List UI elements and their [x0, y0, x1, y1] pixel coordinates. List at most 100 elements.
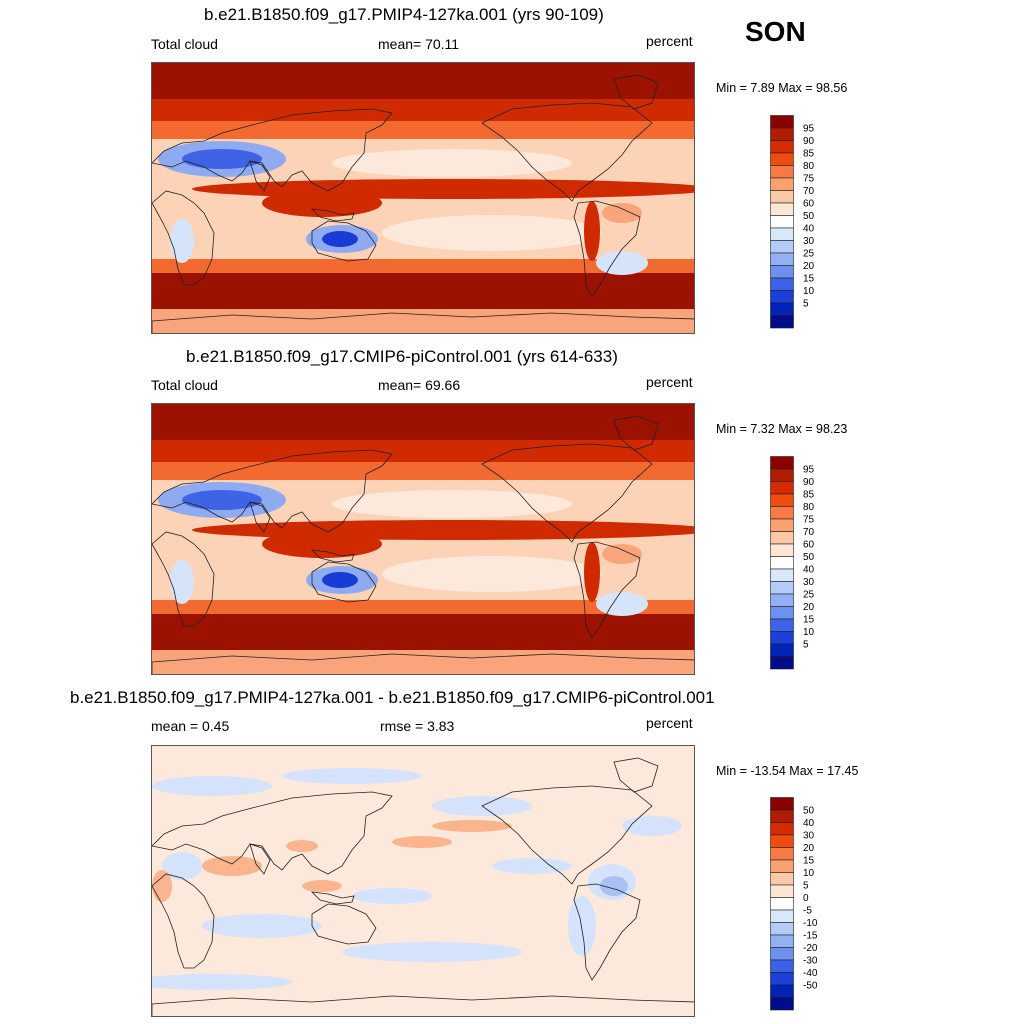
colorbar-swatch — [770, 959, 794, 973]
colorbar-swatch — [770, 984, 794, 998]
panel1-minmax: Min = 7.89 Max = 98.56 — [716, 81, 848, 95]
panel1-left-label: Total cloud — [151, 36, 218, 52]
colorbar-swatch — [770, 934, 794, 948]
colorbar-swatch — [770, 277, 794, 291]
colorbar-tick-label: 50 — [803, 211, 815, 222]
colorbar-tick-label: 90 — [803, 477, 815, 488]
colorbar-swatch — [770, 165, 794, 179]
colorbar-swatch — [770, 593, 794, 607]
panel3-left-label: mean = 0.45 — [151, 718, 230, 734]
colorbar-tick-label: 80 — [803, 502, 815, 513]
colorbar-tick-label: 20 — [803, 261, 815, 272]
panel1-map — [151, 62, 695, 334]
colorbar-tick-label: 75 — [803, 515, 815, 526]
colorbar-tick-label: 30 — [803, 577, 815, 588]
colorbar-swatch — [770, 847, 794, 861]
colorbar-swatch — [770, 468, 794, 482]
colorbar-tick-label: 40 — [803, 565, 815, 576]
colorbar-tick-label: 10 — [803, 627, 815, 638]
panel2-units: percent — [646, 374, 693, 390]
panel3-title: b.e21.B1850.f09_g17.PMIP4-127ka.001 - b.… — [70, 688, 715, 707]
colorbar-tick-label: 10 — [803, 868, 815, 879]
colorbar-swatch — [770, 872, 794, 886]
panel3-map — [151, 745, 695, 1017]
colorbar-swatch — [770, 227, 794, 241]
colorbar-swatch — [770, 997, 794, 1011]
colorbar-swatch — [770, 822, 794, 836]
colorbar-swatch — [770, 252, 794, 266]
colorbar-swatch — [770, 493, 794, 507]
colorbar-swatch — [770, 834, 794, 848]
colorbar-swatch — [770, 972, 794, 986]
colorbar-tick-label: 20 — [803, 843, 815, 854]
colorbar-tick-label: 15 — [803, 274, 815, 285]
colorbar-tick-label: 75 — [803, 174, 815, 185]
colorbar-swatch — [770, 240, 794, 254]
colorbar-tick-label: 85 — [803, 490, 815, 501]
colorbar-tick-label: 5 — [803, 881, 809, 892]
colorbar-swatch — [770, 656, 794, 670]
colorbar-swatch — [770, 643, 794, 657]
colorbar-swatch — [770, 177, 794, 191]
colorbar-swatch — [770, 797, 794, 811]
colorbar-swatch — [770, 581, 794, 595]
colorbar-tick-label: 80 — [803, 161, 815, 172]
colorbar-swatch — [770, 531, 794, 545]
colorbar-swatch — [770, 302, 794, 316]
panel3-minmax: Min = -13.54 Max = 17.45 — [716, 764, 859, 778]
colorbar-swatch — [770, 606, 794, 620]
colorbar-tick-label: 25 — [803, 249, 815, 260]
panel2-minmax: Min = 7.32 Max = 98.23 — [716, 422, 848, 436]
colorbar-tick-label: 10 — [803, 286, 815, 297]
colorbar-tick-label: -50 — [803, 981, 818, 992]
colorbar-tick-label: 40 — [803, 224, 815, 235]
season-label: SON — [745, 16, 806, 47]
colorbar-swatch — [770, 922, 794, 936]
colorbar-tick-label: -30 — [803, 956, 818, 967]
colorbar-swatch — [770, 909, 794, 923]
colorbar-tick-label: 40 — [803, 818, 815, 829]
panel2-colorbar: 95 90 85 80 75 70 60 50 40 30 25 20 15 10 5 — [770, 456, 850, 671]
colorbar-swatch — [770, 456, 794, 470]
colorbar-swatch — [770, 481, 794, 495]
colorbar-tick-label: 70 — [803, 186, 815, 197]
colorbar-swatch — [770, 215, 794, 229]
colorbar-tick-label: -40 — [803, 968, 818, 979]
colorbar-tick-label: 60 — [803, 540, 815, 551]
colorbar-tick-label: 25 — [803, 590, 815, 601]
colorbar-swatch — [770, 884, 794, 898]
colorbar-tick-label: -15 — [803, 931, 818, 942]
colorbar-tick-label: 90 — [803, 136, 815, 147]
panel2-map — [151, 403, 695, 675]
colorbar-tick-label: 95 — [803, 465, 815, 476]
panel3-center-label: rmse = 3.83 — [380, 718, 455, 734]
panel1-units: percent — [646, 33, 693, 49]
colorbar-swatch — [770, 568, 794, 582]
colorbar-tick-label: 0 — [803, 893, 809, 904]
colorbar-swatch — [770, 556, 794, 570]
colorbar-tick-label: 5 — [803, 640, 809, 651]
colorbar-tick-label: 95 — [803, 124, 815, 135]
colorbar-tick-label: 85 — [803, 149, 815, 160]
panel3-colorbar: 50 40 30 20 15 10 5 0 -5 -10 -15 -20 -30 -40 -50 — [770, 797, 850, 1012]
panel1-center-label: mean= 70.11 — [378, 36, 460, 52]
colorbar-swatch — [770, 518, 794, 532]
colorbar-swatch — [770, 315, 794, 329]
colorbar-swatch — [770, 947, 794, 961]
colorbar-tick-label: 50 — [803, 552, 815, 563]
panel2-left-label: Total cloud — [151, 377, 218, 393]
colorbar-tick-label: 15 — [803, 615, 815, 626]
colorbar-tick-label: 15 — [803, 856, 815, 867]
colorbar-swatch — [770, 202, 794, 216]
colorbar-tick-label: -20 — [803, 943, 818, 954]
colorbar-tick-label: 60 — [803, 199, 815, 210]
colorbar-tick-label: 30 — [803, 236, 815, 247]
colorbar-swatch — [770, 265, 794, 279]
colorbar-tick-label: 30 — [803, 831, 815, 842]
panel1-title: b.e21.B1850.f09_g17.PMIP4-127ka.001 (yrs… — [204, 5, 604, 24]
colorbar-swatch — [770, 809, 794, 823]
colorbar-swatch — [770, 631, 794, 645]
colorbar-swatch — [770, 506, 794, 520]
colorbar-tick-label: 70 — [803, 527, 815, 538]
colorbar-tick-label: -5 — [803, 906, 812, 917]
